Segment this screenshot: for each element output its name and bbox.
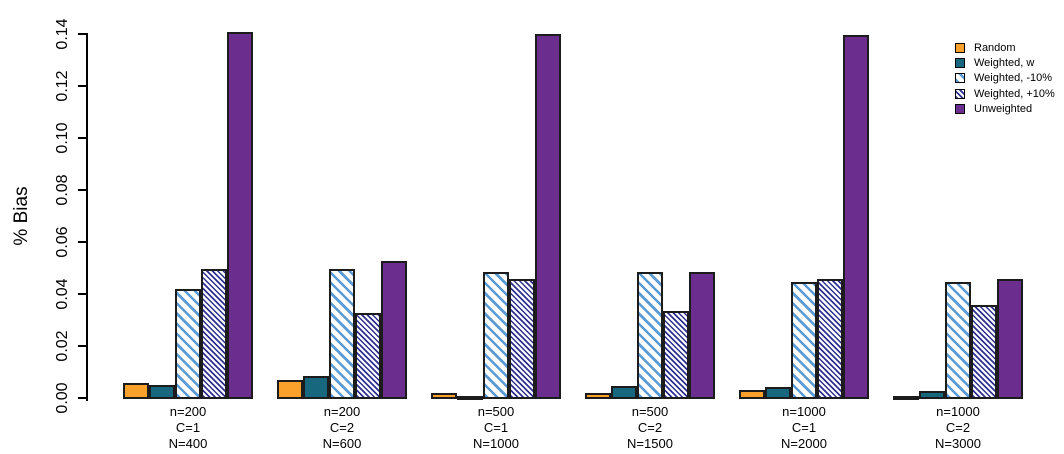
bar [355,313,381,399]
group-label: n=500 C=2 N=1500 [627,404,673,452]
group-label-line: C=2 [329,420,355,435]
bar [457,396,483,400]
bar [277,379,303,399]
group-label-line: C=2 [637,420,663,435]
bar [997,279,1023,399]
bar [971,305,997,399]
group-label-line: n=200 [169,404,207,419]
bar [483,271,509,399]
legend-label: Unweighted [974,102,1033,115]
bar [739,389,765,399]
y-tick-label: 0.08 [54,174,71,206]
y-tick-label: 0.14 [54,18,71,50]
bar [381,261,407,399]
bar [303,375,329,399]
y-tick-label: 0.04 [54,278,71,310]
legend-item: Unweighted [955,101,1055,116]
group-label-line: C=1 [791,420,817,435]
bar [611,386,637,399]
group-label-line: n=500 [477,404,515,419]
group-label: n=500 C=1 N=1000 [473,404,519,452]
y-tick-label: 0.02 [54,330,71,362]
group-label-line: n=500 [631,404,669,419]
group-label-line: C=1 [483,420,509,435]
y-axis-title: % Bias [11,186,32,246]
group-label-line: N=400 [168,436,208,451]
y-tick [78,241,86,243]
y-tick [78,85,86,87]
y-tick [78,397,86,399]
bar [817,279,843,399]
legend-item: Weighted, +10% [955,86,1055,101]
group-label-line: n=1000 [782,404,826,419]
y-tick-label: 0.12 [54,70,71,102]
group-label-line: C=2 [945,420,971,435]
legend: Random Weighted, w Weighted, -10% Weighted,… [955,40,1055,116]
legend-swatch [955,88,965,99]
y-tick [78,137,86,139]
bar [843,35,869,399]
bar [535,33,561,399]
legend-swatch [955,42,965,53]
group-label-line: N=1500 [627,436,673,451]
bar [329,269,355,399]
group-label-line: N=1000 [473,436,519,451]
group-label-line: N=2000 [781,436,827,451]
bar [945,282,971,399]
legend-item: Weighted, w [955,55,1055,70]
bar [123,383,149,399]
group-label: n=200 C=1 N=400 [169,404,208,452]
y-tick [78,33,86,35]
group-label-line: C=1 [175,420,201,435]
bar [149,384,175,399]
bar [201,269,227,399]
legend-label: Weighted, w [974,56,1035,69]
bar [893,396,919,400]
y-tick [78,189,86,191]
bar [919,391,945,399]
bar [175,288,201,399]
y-tick-label: 0.00 [54,382,71,414]
bar [637,271,663,399]
legend-swatch [955,57,965,68]
legend-label: Weighted, +10% [974,87,1055,100]
y-tick-label: 0.10 [54,122,71,154]
group-label: n=1000 C=2 N=3000 [935,404,981,452]
group-label-line: n=200 [323,404,361,419]
bar [509,279,535,399]
legend-swatch [955,73,965,84]
group-label: n=1000 C=1 N=2000 [781,404,827,452]
bar [431,393,457,399]
bar [227,32,253,399]
legend-swatch [955,103,965,114]
legend-label: Random [974,41,1016,54]
legend-label: Weighted, -10% [974,72,1053,85]
bar [765,387,791,399]
bar [791,282,817,399]
legend-item: Weighted, -10% [955,71,1055,86]
y-tick-label: 0.06 [54,226,71,258]
bar [689,271,715,399]
group-label: n=200 C=2 N=600 [323,404,362,452]
legend-item: Random [955,40,1055,55]
bar [585,393,611,399]
group-label-line: N=600 [322,436,362,451]
bar [663,310,689,399]
y-tick [78,293,86,295]
y-tick [78,345,86,347]
group-label-line: N=3000 [935,436,981,451]
group-label-line: n=1000 [936,404,980,419]
y-axis-line [86,33,88,401]
